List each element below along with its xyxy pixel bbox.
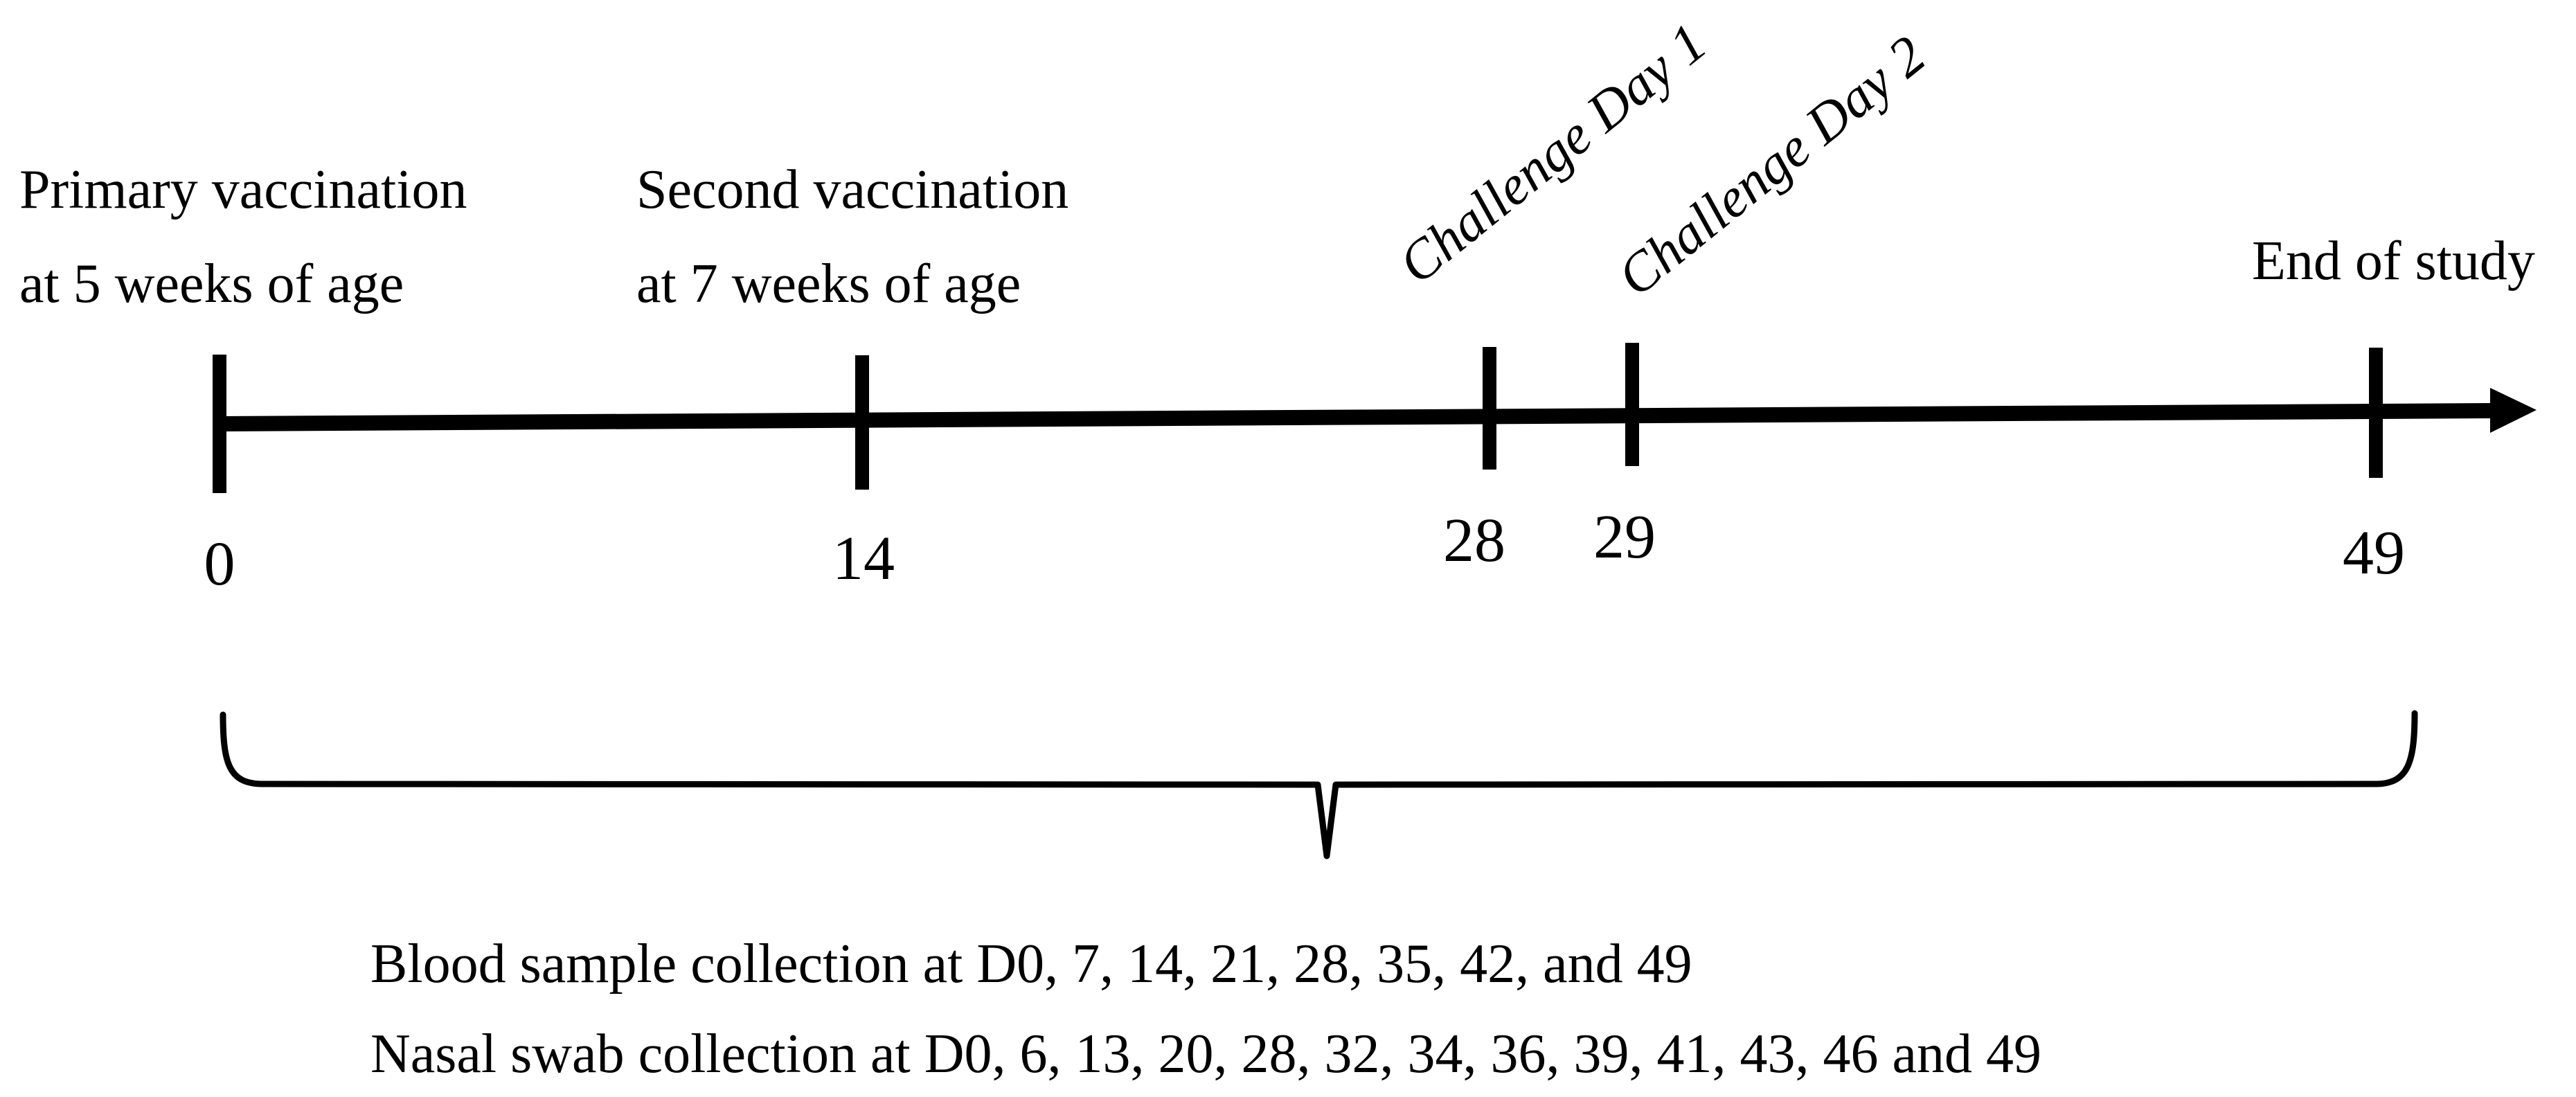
timeline-axis-line	[219, 403, 2494, 431]
note-blood-sample-collection: Blood sample collection at D0, 7, 14, 21…	[370, 934, 1692, 995]
note-nasal-swab-collection: Nasal swab collection at D0, 6, 13, 20, …	[370, 1024, 2042, 1085]
event-label-line2: at 7 weeks of age	[636, 253, 1021, 314]
event-label-line1: Primary vaccination	[19, 159, 467, 220]
tick-label-day-14: 14	[832, 524, 895, 593]
tick-label-day-28: 28	[1443, 506, 1505, 575]
tick-label-day-0: 0	[204, 530, 235, 598]
event-label-line1: Second vaccination	[636, 159, 1069, 220]
event-label-primary-vaccination: Primary vaccination at 5 weeks of age	[19, 143, 467, 331]
collection-period-brace	[220, 710, 2418, 859]
timeline-arrowhead-icon	[2490, 388, 2537, 433]
event-label-second-vaccination: Second vaccination at 7 weeks of age	[636, 143, 1068, 331]
tick-label-day-49: 49	[2343, 519, 2405, 587]
event-label-end-of-study: End of study	[2252, 231, 2535, 292]
event-label-line2: at 5 weeks of age	[19, 253, 404, 314]
tick-label-day-29: 29	[1593, 503, 1656, 571]
